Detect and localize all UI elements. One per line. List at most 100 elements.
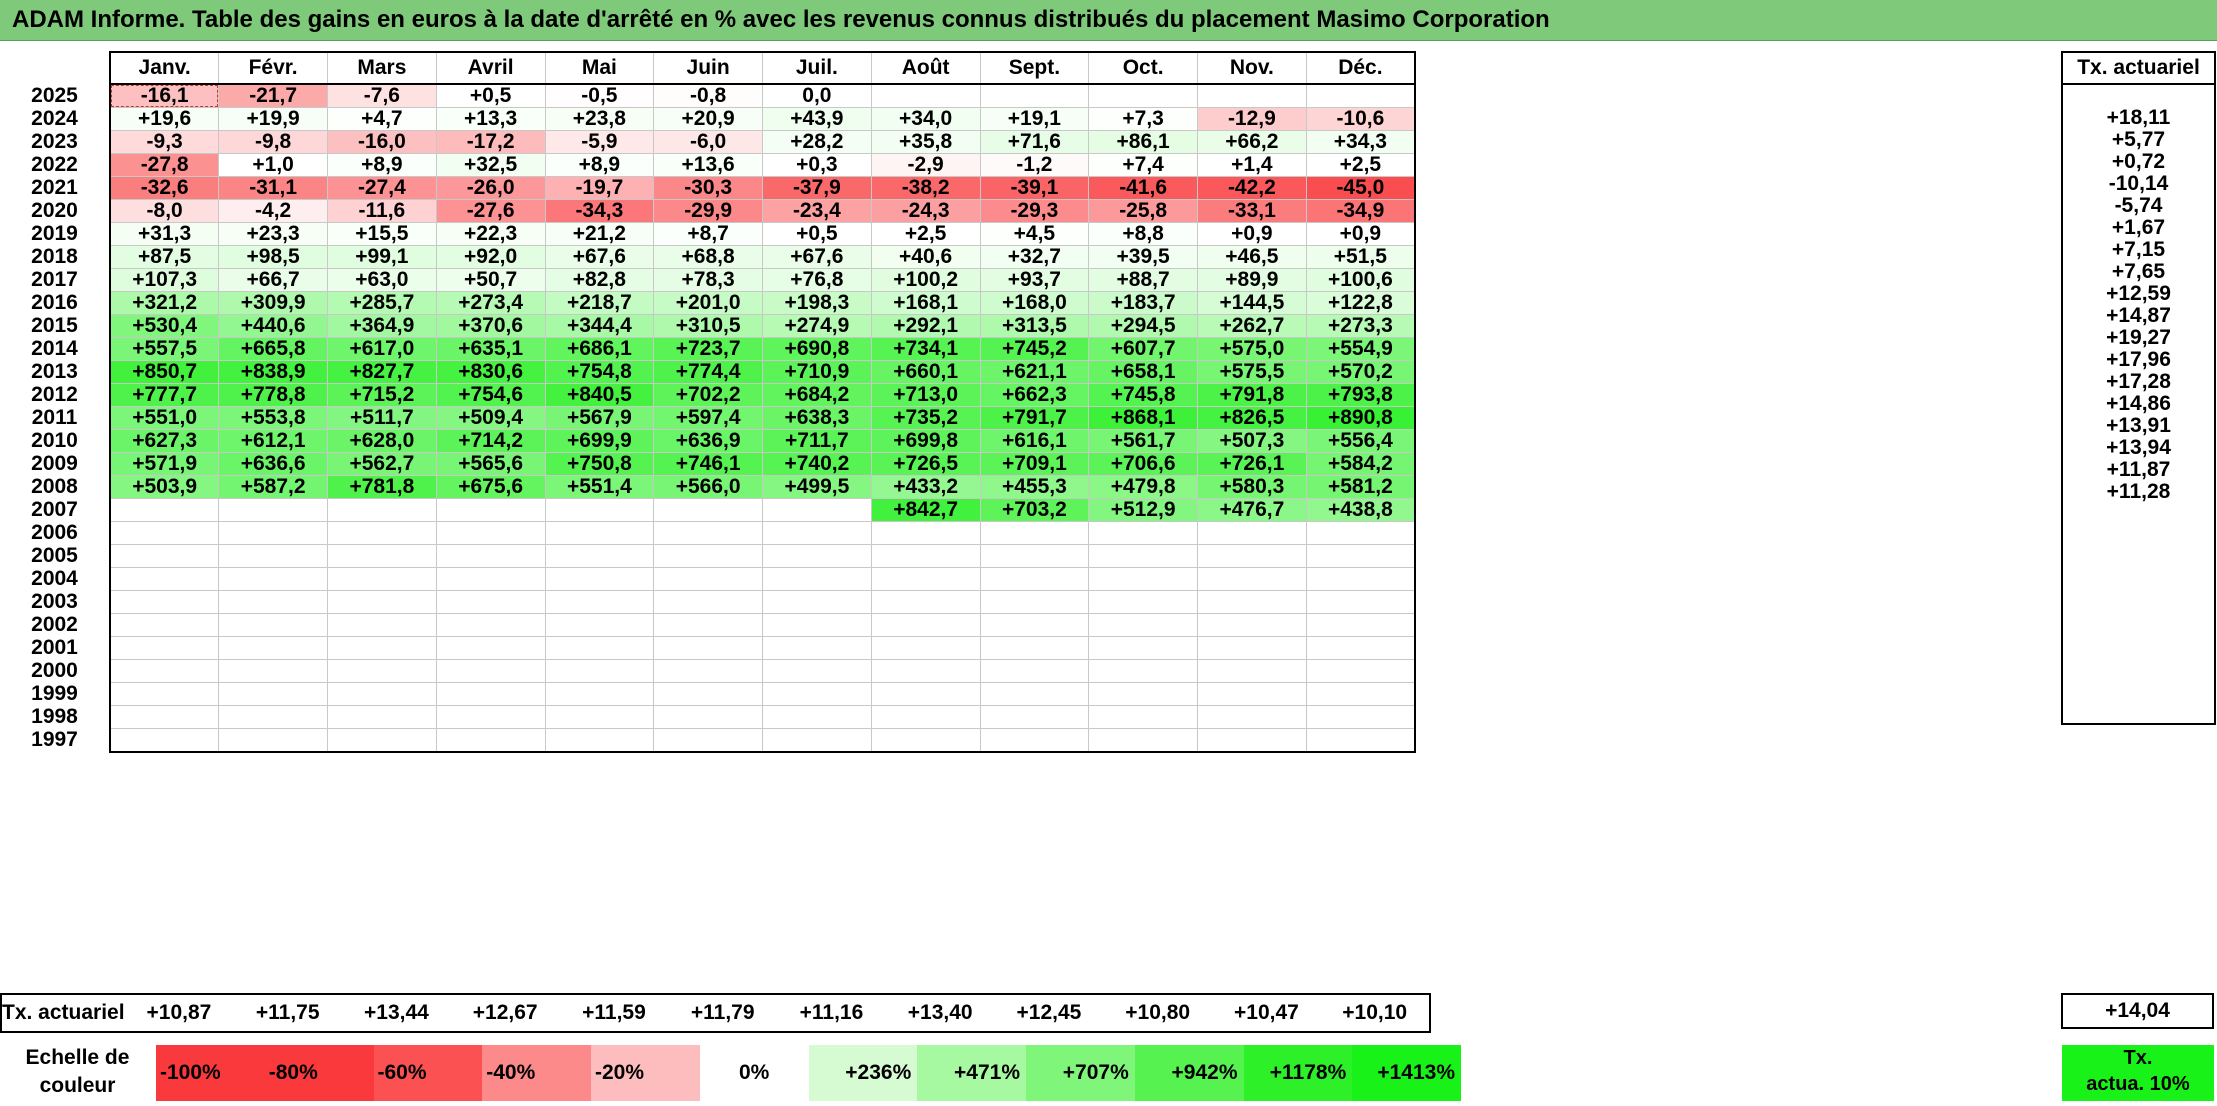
gain-cell (1305, 544, 1416, 568)
year-row: 2012 +777,7 +778,8 +715,2 +754,6 +840,5 +702,2… (0, 383, 1416, 407)
gain-cell: +122,8 (1305, 291, 1416, 315)
month-header-9: Sept. (979, 51, 1090, 85)
gain-cell: +754,6 (435, 383, 546, 407)
gain-cell: -16,1 (109, 83, 220, 108)
color-scale-swatch: -20% (591, 1045, 700, 1101)
gain-cell: +658,1 (1088, 360, 1198, 384)
gain-cell (979, 728, 1090, 753)
actuarial-rate-cell: +1,67 (2061, 217, 2216, 239)
year-label: 2024 (31, 107, 78, 130)
gain-cell (218, 613, 328, 637)
gain-cell (870, 590, 981, 614)
gain-cell: -34,3 (544, 199, 655, 223)
gain-cell (1088, 682, 1198, 706)
gain-cell (1197, 728, 1307, 753)
gain-cell (870, 613, 981, 637)
gain-cell (1305, 728, 1416, 753)
gain-cell: +440,6 (218, 314, 328, 338)
gain-cell: +553,8 (218, 406, 328, 430)
gain-cell (109, 705, 220, 729)
gain-cell (109, 682, 220, 706)
gain-cell: +580,3 (1197, 475, 1307, 499)
gain-cell: +734,1 (870, 337, 981, 361)
gain-cell (1305, 567, 1416, 591)
gain-cell (762, 521, 872, 545)
year-row: 2011 +551,0 +553,8 +511,7 +509,4 +567,9 +597,4… (0, 406, 1416, 430)
gain-cell (870, 659, 981, 683)
gain-cell (327, 636, 437, 660)
gain-cell: +71,6 (979, 130, 1090, 154)
gain-cell: +842,7 (870, 498, 981, 522)
color-scale-swatch: +236% (808, 1045, 918, 1101)
gain-cell: +621,1 (979, 360, 1090, 384)
gain-cell: -17,2 (435, 130, 546, 154)
actuarial-rate-header: Tx. actuariel (2061, 51, 2216, 85)
gain-cell (544, 728, 655, 753)
gain-cell: +561,7 (1088, 429, 1198, 453)
gain-cell (979, 705, 1090, 729)
actuarial-rate-cell: +13,91 (2061, 415, 2216, 437)
year-row: 2023 -9,3 -9,8 -16,0 -17,2 -5,9 -6,0 +28,2 +35,8… (0, 130, 1416, 154)
year-label: 2013 (31, 360, 78, 383)
gain-cell (870, 705, 981, 729)
gain-cell: +556,4 (1305, 429, 1416, 453)
gain-cell: +364,9 (327, 314, 437, 338)
gain-cell: +66,2 (1197, 130, 1307, 154)
month-header-7: Juil. (762, 51, 872, 85)
gain-cell (762, 682, 872, 706)
gain-cell: -39,1 (979, 176, 1090, 200)
gains-table: Janv. Févr. Mars Avril Mai Juin Juil. Août Sept.… (0, 51, 1416, 753)
year-row: 2009 +571,9 +636,6 +562,7 +565,6 +750,8 +746,1… (0, 452, 1416, 476)
gain-cell: -2,9 (870, 153, 981, 177)
gain-cell (218, 544, 328, 568)
gain-cell: +40,6 (870, 245, 981, 269)
gain-cell: +87,5 (109, 245, 220, 269)
gain-cell: -32,6 (109, 176, 220, 200)
gain-cell: +0,5 (762, 222, 872, 246)
gain-cell: +1,4 (1197, 153, 1307, 177)
actuarial-rate-cell (2061, 525, 2216, 547)
gain-cell: +711,7 (762, 429, 872, 453)
gain-cell: +39,5 (1088, 245, 1198, 269)
gain-cell (653, 705, 763, 729)
gain-cell: +830,6 (435, 360, 546, 384)
year-label: 2012 (31, 383, 78, 406)
gain-cell: +35,8 (870, 130, 981, 154)
actuarial-rate-column: Tx. actuariel +18,11 +5,77 +0,72 -10,14 -5,74… (2061, 51, 2216, 725)
color-scale-swatch: +707% (1026, 1045, 1135, 1101)
gain-cell: -30,3 (653, 176, 763, 200)
gain-cell (109, 590, 220, 614)
gain-cell: +66,7 (218, 268, 328, 292)
gain-cell: +46,5 (1197, 245, 1307, 269)
year-row: 2003 (0, 590, 1416, 614)
gain-cell (218, 521, 328, 545)
gain-cell (1305, 636, 1416, 660)
year-row: 2020 -8,0 -4,2 -11,6 -27,6 -34,3 -29,9 -23,4 -24… (0, 199, 1416, 223)
gain-cell: +98,5 (218, 245, 328, 269)
year-label: 2023 (31, 130, 78, 153)
gain-cell: +32,7 (979, 245, 1090, 269)
gain-cell: +746,1 (653, 452, 763, 476)
gain-cell (544, 544, 655, 568)
actuarial-rate-cell: +18,11 (2061, 107, 2216, 129)
year-row: 2018 +87,5 +98,5 +99,1 +92,0 +67,6 +68,8 +67,6 +… (0, 245, 1416, 269)
gain-cell (327, 498, 437, 522)
gain-cell (218, 590, 328, 614)
year-label: 2006 (31, 521, 78, 544)
gain-cell (327, 613, 437, 637)
gain-cell: -34,9 (1305, 199, 1416, 223)
gain-cell: +627,3 (109, 429, 220, 453)
gain-cell (1088, 613, 1198, 637)
gain-cell: +636,9 (653, 429, 763, 453)
gain-cell: -23,4 (762, 199, 872, 223)
gain-cell: -38,2 (870, 176, 981, 200)
color-scale-label-line2: couleur (39, 1074, 116, 1097)
overall-actuarial-rate: +14,04 (2061, 993, 2214, 1029)
gain-cell: +740,2 (762, 452, 872, 476)
gain-cell: +7,3 (1088, 107, 1198, 131)
gain-cell: -37,9 (762, 176, 872, 200)
gain-cell: +777,7 (109, 383, 220, 407)
gain-cell: +19,9 (218, 107, 328, 131)
gain-cell: +0,9 (1305, 222, 1416, 246)
gain-cell: +144,5 (1197, 291, 1307, 315)
